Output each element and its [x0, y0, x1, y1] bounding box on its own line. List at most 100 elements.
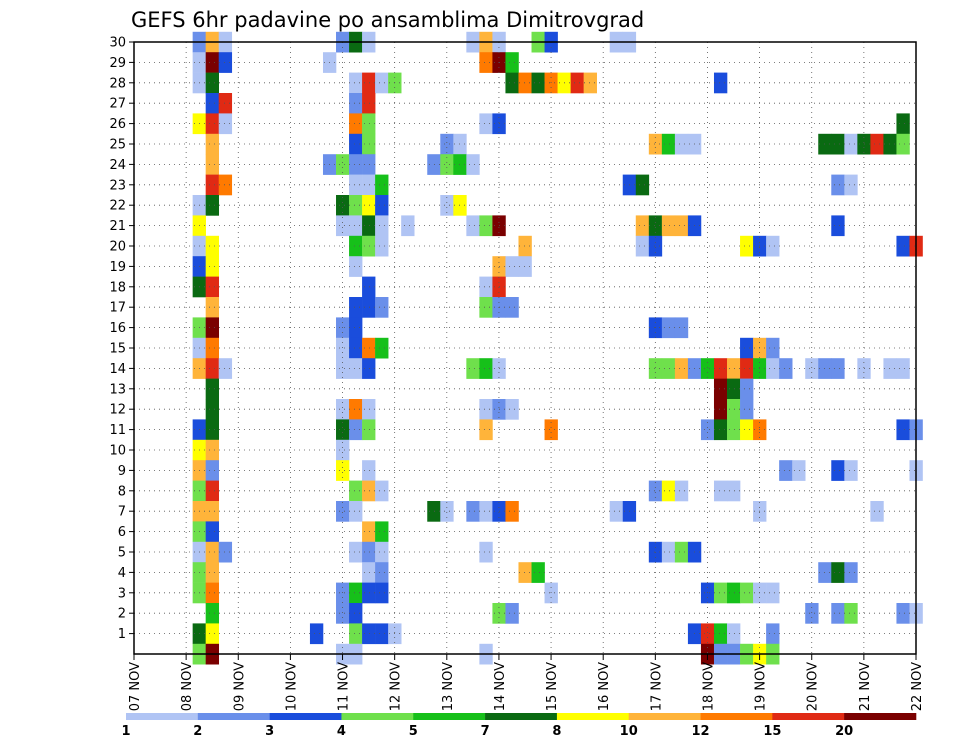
heat-cell [870, 133, 884, 155]
heat-cell [518, 562, 532, 583]
heat-cell [205, 521, 220, 543]
y-tick-label: 26 [109, 117, 126, 132]
y-tick-label: 29 [109, 56, 126, 71]
y-tick-label: 9 [118, 464, 126, 479]
y-tick-label: 2 [118, 607, 126, 622]
heat-cell [362, 521, 376, 543]
heat-cell [661, 317, 676, 339]
heat-cell [336, 215, 350, 237]
heat-cell [466, 215, 480, 237]
heat-cell [349, 93, 363, 114]
heat-cell [740, 419, 754, 441]
heat-cell [205, 439, 220, 461]
y-tick-label: 18 [109, 280, 126, 295]
heat-cell [583, 72, 597, 94]
heat-cell [505, 52, 519, 73]
heat-cell [896, 419, 910, 441]
y-tick-label: 16 [109, 321, 126, 336]
legend-swatch [844, 713, 917, 720]
heat-cell [466, 358, 480, 379]
heat-cell [336, 439, 350, 461]
heat-cell [375, 215, 389, 237]
heat-cell [205, 174, 220, 196]
heat-cell [740, 582, 754, 604]
heat-cell [309, 623, 324, 645]
heat-cell [218, 358, 233, 379]
heat-cell [205, 297, 220, 318]
heat-cell [362, 562, 376, 583]
x-tick-label: 15 NOV [545, 662, 560, 711]
heat-cell [896, 235, 910, 257]
y-tick-label: 12 [109, 403, 126, 418]
heat-cell [479, 297, 493, 318]
heat-cell [870, 501, 884, 522]
heat-cell [479, 113, 493, 135]
legend-label: 2 [193, 724, 202, 739]
heat-cell [779, 460, 793, 481]
y-tick-label: 27 [109, 97, 126, 112]
x-tick-label: 10 NOV [284, 662, 299, 711]
heat-cell [349, 541, 363, 563]
heat-cell [727, 480, 741, 502]
grid-layer [134, 41, 916, 654]
heat-cell [896, 113, 910, 135]
heat-cell [205, 93, 220, 114]
heat-cell [740, 378, 754, 400]
legend-label: 20 [835, 724, 853, 739]
heat-cell [362, 297, 376, 318]
y-tick-label: 25 [109, 138, 126, 153]
heat-cell [205, 113, 220, 135]
heat-cell [609, 501, 624, 522]
heat-cell [505, 603, 519, 624]
heat-cell [740, 399, 754, 420]
heat-cell [218, 52, 233, 73]
heat-cell [205, 623, 220, 645]
y-tick-label: 5 [118, 546, 126, 561]
heat-cell [805, 358, 819, 379]
heat-cell [336, 460, 350, 481]
y-tick-label: 20 [109, 240, 126, 255]
heat-cell [674, 480, 689, 502]
heat-cell [362, 419, 376, 441]
legend-swatch [700, 713, 773, 720]
heat-cell [844, 133, 858, 155]
heat-cell [349, 256, 363, 277]
heat-cell [375, 297, 389, 318]
legend-label: 7 [481, 724, 490, 739]
heat-cell [883, 358, 897, 379]
heat-cell [570, 72, 584, 94]
legend-swatch [126, 713, 199, 720]
legend-swatch [269, 713, 342, 720]
legend-swatch [341, 713, 414, 720]
heat-cell [896, 133, 910, 155]
heat-cell [375, 72, 389, 94]
heat-cell [362, 195, 376, 216]
heat-cell [727, 358, 741, 379]
heat-cell [766, 623, 780, 645]
heat-cell [674, 215, 689, 237]
heat-cell [831, 562, 845, 583]
x-tick-label: 16 NOV [597, 662, 612, 711]
heat-cell [466, 501, 480, 522]
legend-swatch [197, 713, 270, 720]
heat-cell [661, 541, 676, 563]
heat-cell [766, 337, 780, 359]
heat-cell [727, 623, 741, 645]
heat-cell [205, 501, 220, 522]
heat-cell [844, 460, 858, 481]
legend-label: 1 [121, 724, 130, 739]
heat-cell [505, 501, 519, 522]
heat-cell [674, 133, 689, 155]
heat-cell [713, 419, 728, 441]
heat-cell [336, 399, 350, 420]
heat-cell [792, 460, 806, 481]
heat-cell [531, 72, 545, 94]
x-tick-label: 13 NOV [441, 662, 456, 711]
heat-cell [349, 154, 363, 175]
heat-cell [505, 256, 519, 277]
heat-cell [362, 276, 376, 298]
heat-cell [205, 603, 220, 624]
heat-cell [349, 399, 363, 420]
heat-cell [349, 337, 363, 359]
heat-cell [375, 480, 389, 502]
